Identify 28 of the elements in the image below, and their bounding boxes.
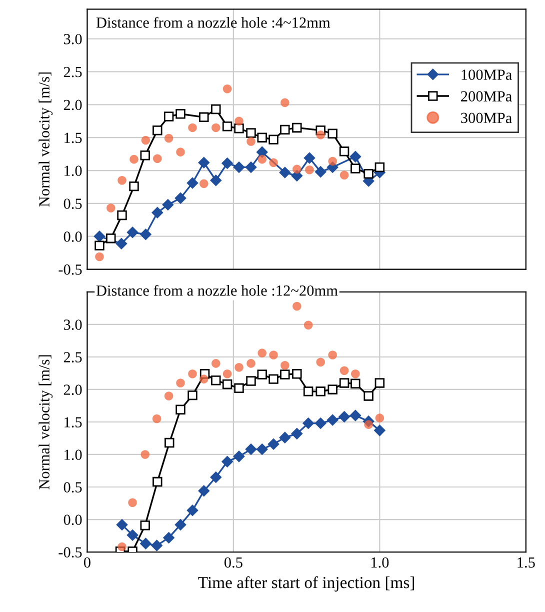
y-tick-label: 1.0 xyxy=(64,450,82,460)
y-tick-label: 2.5 xyxy=(64,66,82,78)
y-tick-label: 3.0 xyxy=(64,34,82,44)
legend-label: 200MPa xyxy=(461,91,512,102)
y-tick-label: 1.5 xyxy=(64,417,82,428)
y-tick-label: 0.5 xyxy=(64,198,82,209)
y-tick-label: 0.0 xyxy=(64,231,82,242)
y-tick-label: 1.0 xyxy=(64,166,82,176)
y-tick-label: 2.5 xyxy=(64,352,82,362)
y-tick-label: 0.5 xyxy=(64,482,82,493)
y-axis-title: Normal velocity [m/s] xyxy=(38,72,53,207)
x-axis-title: Time after start of injection [ms] xyxy=(198,576,414,592)
chart-title: Distance from a nozzle hole :12~20mm xyxy=(96,284,338,296)
legend-label: 300MPa xyxy=(461,112,512,124)
x-tick-label: 1.0 xyxy=(371,557,389,568)
y-tick-label: 1.5 xyxy=(64,132,82,144)
y-tick-label: 2.0 xyxy=(64,100,82,110)
y-tick-label: 3.0 xyxy=(64,320,82,330)
y-axis-title: Normal velocity [m/s] xyxy=(38,355,53,490)
y-tick-label: 0.0 xyxy=(64,514,82,526)
x-tick-label: 0 xyxy=(84,557,90,568)
chart-title: Distance from a nozzle hole :4~12mm xyxy=(96,16,330,28)
y-tick-label: -0.5 xyxy=(58,547,82,558)
x-tick-label: 0.5 xyxy=(224,557,242,568)
x-tick-label: 1.5 xyxy=(518,557,535,568)
y-tick-label: 2.0 xyxy=(64,384,82,395)
y-tick-label: -0.5 xyxy=(58,264,82,275)
legend-label: 100MPa xyxy=(462,70,512,80)
